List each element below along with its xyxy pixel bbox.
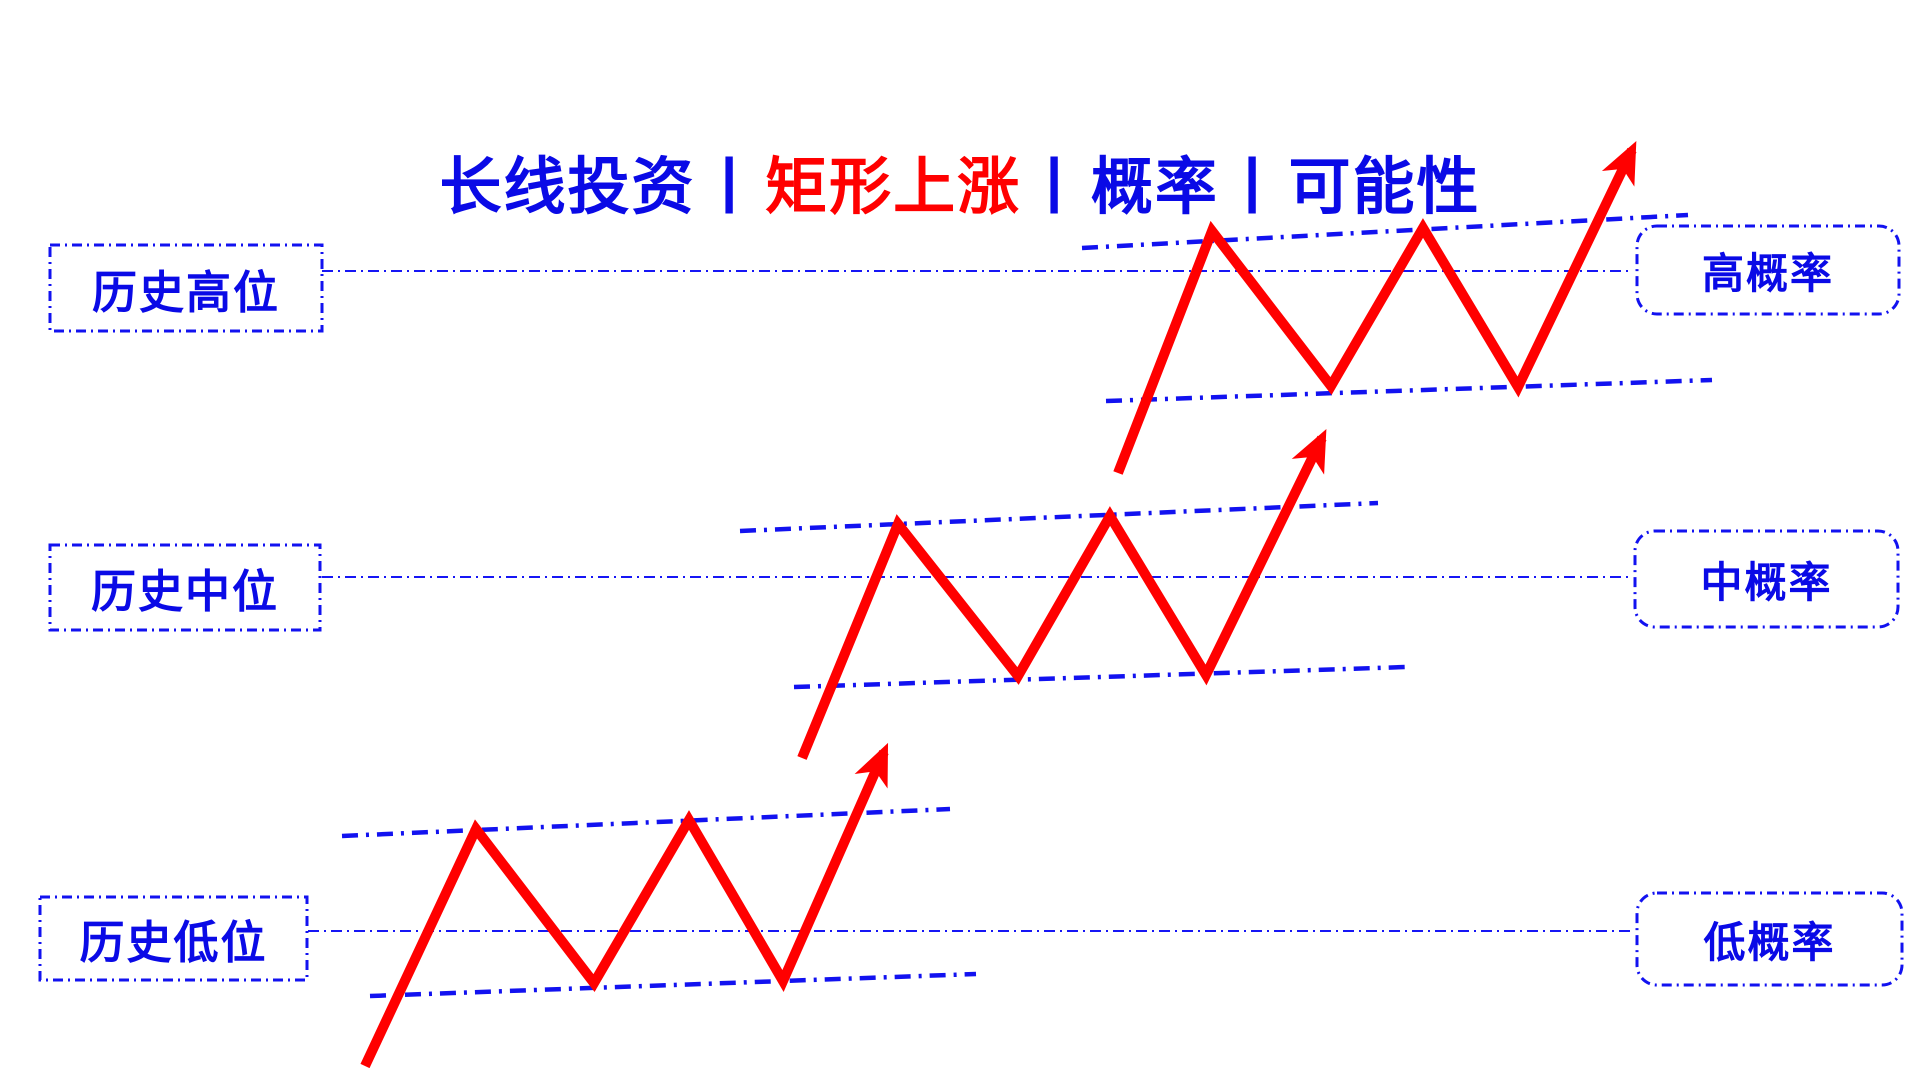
label-box-border [1635,224,1901,316]
label-history-mid: 历史中位 [90,567,279,617]
label-box-mid-probability: 中概率 [1635,531,1898,627]
mid-range-rectangle-lower-channel-line [793,664,1407,690]
page-title: 长线投资 | 矩形上涨 | 概率 | 可能性 [0,136,1920,226]
label-history-high: 历史高位 [91,267,280,318]
mid-range-rectangle-upper-channel-line [739,500,1379,534]
high-range-rectangle-upper-channel-line [1081,212,1689,251]
title-segment-long-term-investing: 长线投资 [439,153,696,222]
label-box-history-high: 历史高位 [50,245,322,331]
title-segment-possibility: 可能性 [1288,153,1481,222]
label-box-high-probability: 高概率 [1637,226,1899,314]
high-range-rectangle-lower-channel-line [1105,377,1713,404]
title-segment-probability: 概率 [1090,153,1219,222]
label-box-border [1635,891,1904,987]
title-separator-icon: | [1042,146,1070,215]
label-box-history-low: 历史低位 [40,897,307,980]
label-history-low: 历史低位 [79,918,268,968]
label-box-history-mid: 历史中位 [50,545,320,630]
label-box-border [38,895,309,982]
label-box-low-probability: 低概率 [1637,893,1902,985]
label-box-border [48,543,322,632]
low-range-rectangle-price-zigzag [360,742,889,1069]
high-range-rectangle-price-zigzag [1113,140,1637,475]
label-box-border [1633,529,1900,629]
title-segment-rectangle-rise: 矩形上涨 [765,153,1022,222]
label-mid-probability: 中概率 [1700,560,1833,607]
low-range-rectangle-lower-channel-line [369,971,977,999]
label-high-probability: 高概率 [1701,251,1834,298]
low-range-rectangle-upper-channel-line [341,806,951,839]
mid-range-rectangle-price-zigzag [797,429,1327,760]
title-separator-icon: | [1240,146,1267,215]
label-box-border [48,243,324,333]
title-separator-icon: | [717,146,744,215]
label-low-probability: 低概率 [1703,920,1836,967]
